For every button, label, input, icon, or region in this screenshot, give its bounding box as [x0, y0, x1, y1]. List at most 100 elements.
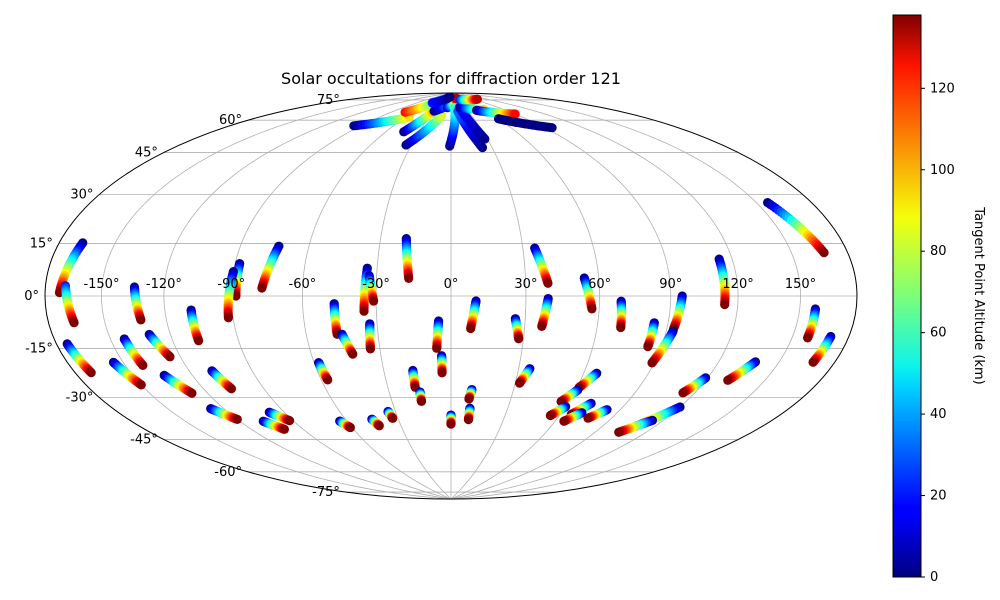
data-point [69, 318, 79, 328]
latitude-tick-label: 60° [219, 113, 242, 128]
data-point [647, 358, 657, 368]
data-point [559, 416, 569, 426]
occultation-track [223, 267, 239, 323]
data-point [643, 342, 653, 352]
colorbar-tick-label: 40 [930, 407, 947, 422]
data-point [587, 304, 597, 314]
occultation-track [401, 233, 414, 284]
data-point [514, 334, 524, 344]
occultation-track [54, 238, 88, 298]
data-point [678, 388, 688, 398]
colorbar: 0 20 40 60 80 100 120 Tangent Point Altitude (… [892, 14, 986, 585]
data-point [819, 248, 829, 258]
occultation-track [574, 368, 602, 393]
latitude-tick-label: 0° [24, 289, 39, 304]
occultation-track [129, 282, 146, 325]
occultation-track [647, 326, 678, 368]
occultation-track [464, 384, 477, 404]
occultation-track [723, 357, 761, 385]
data-point [187, 388, 197, 398]
occultation-track [159, 370, 197, 398]
data-point [547, 123, 557, 133]
data-point [437, 368, 447, 378]
data-point [464, 394, 474, 404]
data-point [226, 384, 237, 394]
occultation-track [537, 293, 553, 331]
latitude-tick-labels: -75° -60° -45° -30° -15° 0° 15° 30° 45° 60° 75° [24, 93, 340, 500]
occultation-track [559, 408, 587, 426]
occultation-track [62, 339, 96, 378]
meridian-line [163, 93, 452, 499]
colorbar-label: Tangent Point Altitude (km) [971, 206, 986, 384]
occultation-track [258, 416, 289, 434]
meridian-line [301, 93, 452, 499]
data-point [445, 93, 455, 102]
meridian-line [450, 93, 672, 499]
latitude-tick-label: -45° [130, 433, 158, 448]
data-point [543, 278, 553, 288]
data-point [345, 422, 355, 433]
data-point [472, 94, 482, 104]
colorbar-gradient [892, 14, 922, 578]
data-point [616, 322, 626, 333]
colorbar-ticks: 0 20 40 60 80 100 120 [921, 81, 955, 585]
occultation-track [463, 403, 475, 425]
data-point [165, 352, 175, 362]
occultation-track [493, 114, 557, 133]
data-point [257, 283, 267, 293]
longitude-tick-label: 30° [514, 277, 537, 292]
longitude-tick-label: 150° [785, 277, 816, 292]
data-point [723, 375, 733, 385]
data-point [348, 349, 358, 359]
meridian-line [450, 93, 801, 499]
occultation-track [583, 405, 612, 423]
data-point [232, 414, 242, 424]
occultation-track [714, 254, 730, 310]
occultation-track [408, 365, 420, 392]
latitude-tick-label: -15° [25, 342, 53, 357]
latitude-tick-label: -30° [66, 391, 94, 406]
longitude-tick-label: -120° [146, 277, 182, 292]
meridian-line [450, 93, 601, 499]
longitude-tick-labels: -150° -120° -90° -60° -30° 0° 30° 60° 90° 120° 150… [83, 277, 816, 292]
data-point [808, 357, 818, 367]
data-point [583, 413, 593, 423]
data-point [323, 375, 333, 385]
occultation-track [556, 385, 583, 407]
longitude-tick-label: 120° [722, 277, 753, 292]
occultation-track [314, 357, 333, 385]
occultation-track [530, 243, 553, 288]
data-point [463, 415, 474, 425]
data-point [359, 306, 369, 316]
occultation-track [643, 318, 659, 352]
occultation-track [446, 410, 456, 429]
occultation-track [257, 241, 284, 293]
occultation-track [614, 415, 658, 437]
data-point [510, 109, 520, 119]
latitude-tick-label: -75° [312, 485, 340, 500]
meridian-line [450, 93, 739, 499]
colorbar-tick-label: 0 [930, 570, 938, 585]
occultation-track [678, 373, 711, 398]
occultation-track [466, 296, 481, 334]
longitude-tick-label: -90° [217, 277, 245, 292]
data-point [802, 333, 813, 343]
data-point [446, 419, 456, 429]
data-point [720, 299, 730, 310]
data-point [514, 378, 525, 388]
occultation-track [119, 334, 148, 370]
longitude-tick-label: 60° [588, 277, 611, 292]
occultation-track [445, 103, 460, 151]
colorbar-tick-label: 60 [930, 326, 947, 341]
latitude-tick-label: 75° [317, 93, 340, 108]
data-point [545, 410, 555, 421]
data-point [416, 396, 427, 407]
occultation-track [510, 314, 524, 344]
data-point [86, 368, 96, 378]
data-point [614, 427, 624, 437]
occultation-track [616, 296, 627, 333]
occultation-tracks [54, 93, 836, 437]
occultation-track [401, 110, 447, 150]
chart-title: Solar occultations for diffraction order… [281, 69, 621, 88]
